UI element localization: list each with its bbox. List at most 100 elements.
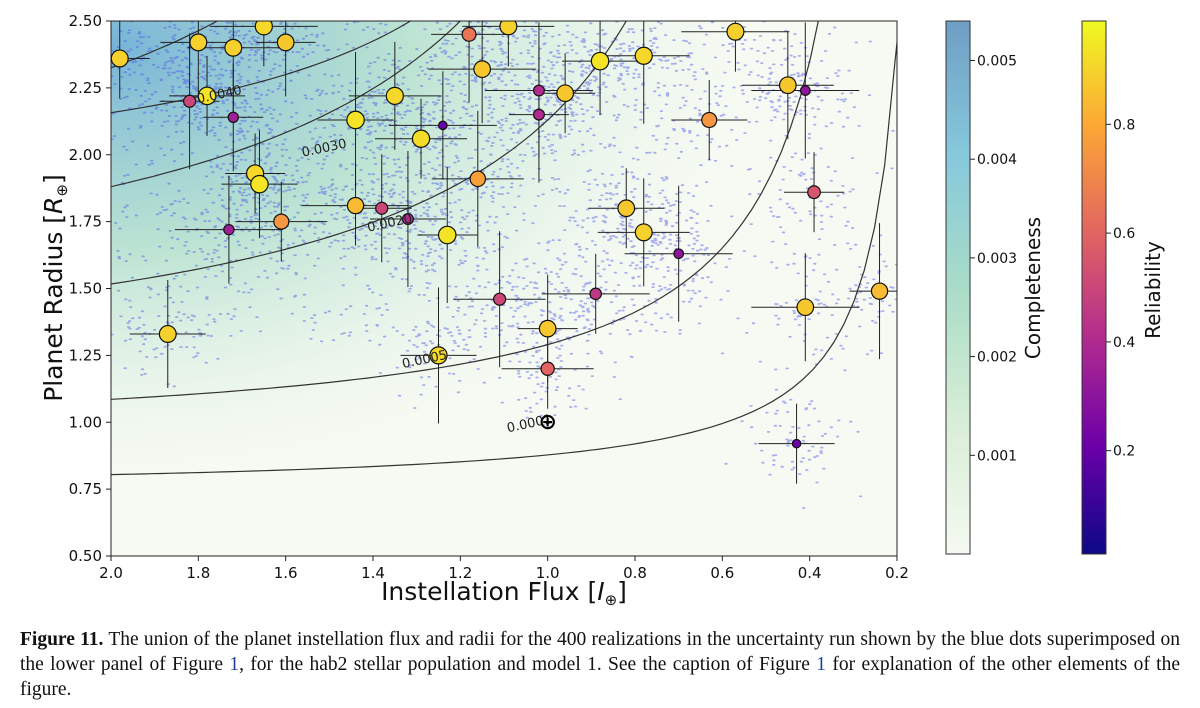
x-tick-label: 1.4 xyxy=(361,564,385,582)
planet-marker xyxy=(254,21,273,36)
y-tick-label: 0.50 xyxy=(69,547,102,565)
planet-marker xyxy=(556,84,575,103)
x-tick-label: 1.8 xyxy=(186,564,210,582)
planet-marker xyxy=(796,298,815,317)
planet-marker xyxy=(438,120,448,131)
planet-marker xyxy=(870,282,889,300)
caption-figure-link[interactable]: 1 xyxy=(816,654,827,675)
x-tick-label: 0.2 xyxy=(885,564,909,582)
planet-marker xyxy=(493,292,507,306)
x-tick-label: 0.8 xyxy=(623,564,647,582)
caption-text: for explanation of the other elements of… xyxy=(20,654,1180,700)
planet-marker xyxy=(224,38,243,57)
caption-text: The union of the planet instellation flu… xyxy=(20,629,1180,675)
planet-marker xyxy=(778,76,797,95)
y-tick-label: 2.25 xyxy=(69,79,102,97)
caption-text: , for the hab2 stellar population and mo… xyxy=(239,654,817,675)
earth-marker: ⊕ xyxy=(538,410,556,435)
planet-marker xyxy=(726,22,745,41)
planet-marker xyxy=(701,111,718,129)
x-tick-label: 1.0 xyxy=(536,564,560,582)
x-axis-label: Instellation Flux [I⊕] xyxy=(381,577,627,609)
planet-marker xyxy=(473,60,492,79)
planet-marker xyxy=(276,33,295,52)
planet-marker xyxy=(589,287,602,301)
contour-line xyxy=(111,21,462,188)
x-tick-label: 0.4 xyxy=(798,564,822,582)
planet-marker xyxy=(111,49,129,68)
colorbar-tick-label: 0.4 xyxy=(1113,335,1135,351)
planet-marker xyxy=(540,361,555,376)
planet-marker xyxy=(197,86,217,106)
colorbar-tick-label: 0.6 xyxy=(1113,226,1135,242)
y-tick-label: 1.25 xyxy=(69,346,102,364)
planet-marker xyxy=(634,223,653,242)
colorbar-tick-label: 0.004 xyxy=(977,152,1017,168)
colorbar-tick-label: 0.005 xyxy=(977,53,1017,69)
contour-line xyxy=(111,0,677,13)
contour-line xyxy=(111,37,897,476)
planet-marker xyxy=(461,26,477,42)
x-tick-label: 0.6 xyxy=(710,564,734,582)
y-tick-label: 2.00 xyxy=(69,146,102,164)
colorbar-tick-label: 0.8 xyxy=(1113,117,1135,133)
colorbar-tick-label: 0.001 xyxy=(977,448,1017,464)
completeness-colorbar: 0.001 0.002 0.003 0.004 0.005 Completeness xyxy=(945,20,1045,555)
planet-marker xyxy=(532,84,545,97)
planet-marker xyxy=(429,346,448,365)
planet-marker xyxy=(499,21,518,36)
planet-marker xyxy=(807,185,821,200)
planet-marker xyxy=(183,94,197,108)
planet-marker xyxy=(401,212,414,225)
planet-marker xyxy=(346,196,365,215)
x-axis-ticks: 2.0 1.8 1.6 1.4 1.2 1.0 0.8 0.6 0.4 0.2 xyxy=(99,556,909,582)
planet-marker xyxy=(469,170,487,188)
planet-marker xyxy=(532,108,545,121)
planet-marker xyxy=(437,225,457,245)
x-tick-label: 1.6 xyxy=(274,564,298,582)
planet-marker xyxy=(346,110,365,130)
planet-marker xyxy=(189,33,208,52)
y-axis-ticks: 0.50 0.75 1.00 1.25 1.50 1.75 2.00 2.25 2.50 xyxy=(69,12,111,565)
figure-caption: Figure 11. The union of the planet inste… xyxy=(20,627,1180,702)
reliability-colorbar-ticks: 0.2 0.4 0.6 0.8 xyxy=(1106,117,1135,460)
colorbar-tick-label: 0.2 xyxy=(1113,444,1135,460)
planet-marker xyxy=(227,111,239,124)
completeness-colorbar-ticks: 0.001 0.002 0.003 0.004 0.005 xyxy=(970,53,1017,464)
completeness-field xyxy=(111,21,897,556)
planet-marker xyxy=(250,174,269,194)
completeness-colorbar-label: Completeness xyxy=(1021,217,1045,359)
x-tick-label: 2.0 xyxy=(99,564,123,582)
x-tick-label: 1.2 xyxy=(448,564,472,582)
contour-line xyxy=(111,21,219,69)
planet-marker xyxy=(375,201,389,215)
caption-label: Figure 11. xyxy=(20,629,104,650)
planet-marker xyxy=(223,223,235,236)
planet-marker xyxy=(385,86,404,106)
planet-marker xyxy=(411,129,431,148)
y-tick-label: 2.50 xyxy=(69,12,102,30)
planet-marker xyxy=(273,213,290,230)
colorbar-tick-label: 0.002 xyxy=(977,350,1017,366)
reliability-colorbar-fill xyxy=(1081,20,1107,555)
planet-marker xyxy=(158,324,177,343)
y-tick-label: 1.00 xyxy=(69,413,102,431)
planet-marker xyxy=(634,46,653,65)
contour-line xyxy=(111,21,819,400)
planet-marker xyxy=(799,85,811,96)
colorbar-tick-label: 0.003 xyxy=(977,251,1017,267)
planet-marker xyxy=(538,319,557,338)
planet-marker xyxy=(673,248,685,260)
reliability-colorbar: 0.2 0.4 0.6 0.8 Reliability xyxy=(1081,20,1165,555)
y-tick-label: 1.75 xyxy=(69,213,102,231)
y-tick-label: 1.50 xyxy=(69,280,102,298)
planet-marker xyxy=(791,438,802,449)
completeness-colorbar-fill xyxy=(945,20,971,555)
y-axis-label: Planet Radius [R⊕] xyxy=(39,174,71,402)
planet-markers xyxy=(111,21,889,449)
caption-figure-link[interactable]: 1 xyxy=(229,654,240,675)
planet-marker xyxy=(617,199,636,218)
reliability-colorbar-label: Reliability xyxy=(1141,241,1165,339)
